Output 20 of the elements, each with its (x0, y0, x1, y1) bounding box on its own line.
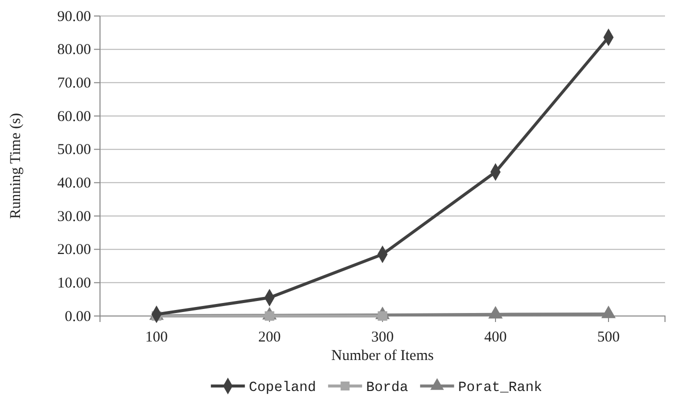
y-tick-label: 70.00 (57, 75, 91, 92)
y-tick-label: 30.00 (57, 208, 91, 225)
y-tick-label: 20.00 (57, 242, 91, 258)
y-tick-label: 0.00 (64, 308, 91, 325)
y-tick-label: 10.00 (57, 275, 91, 292)
y-tick-label: 80.00 (57, 42, 91, 58)
legend-label: Borda (366, 380, 408, 396)
x-tick-label: 400 (484, 330, 507, 346)
y-tick-label: 60.00 (57, 108, 91, 125)
x-tick-label: 200 (258, 330, 281, 346)
y-tick-label: 40.00 (57, 175, 91, 192)
x-axis-title: Number of Items (331, 348, 434, 364)
y-axis-title: Running Time (s) (8, 113, 24, 219)
y-tick-label: 90.00 (57, 8, 91, 25)
legend-label: Copeland (248, 380, 316, 396)
x-tick-label: 500 (597, 330, 620, 346)
legend-label: Porat_Rank (458, 380, 542, 396)
x-tick-label: 300 (371, 330, 394, 346)
y-tick-label: 50.00 (57, 142, 91, 158)
x-tick-label: 100 (145, 330, 168, 346)
